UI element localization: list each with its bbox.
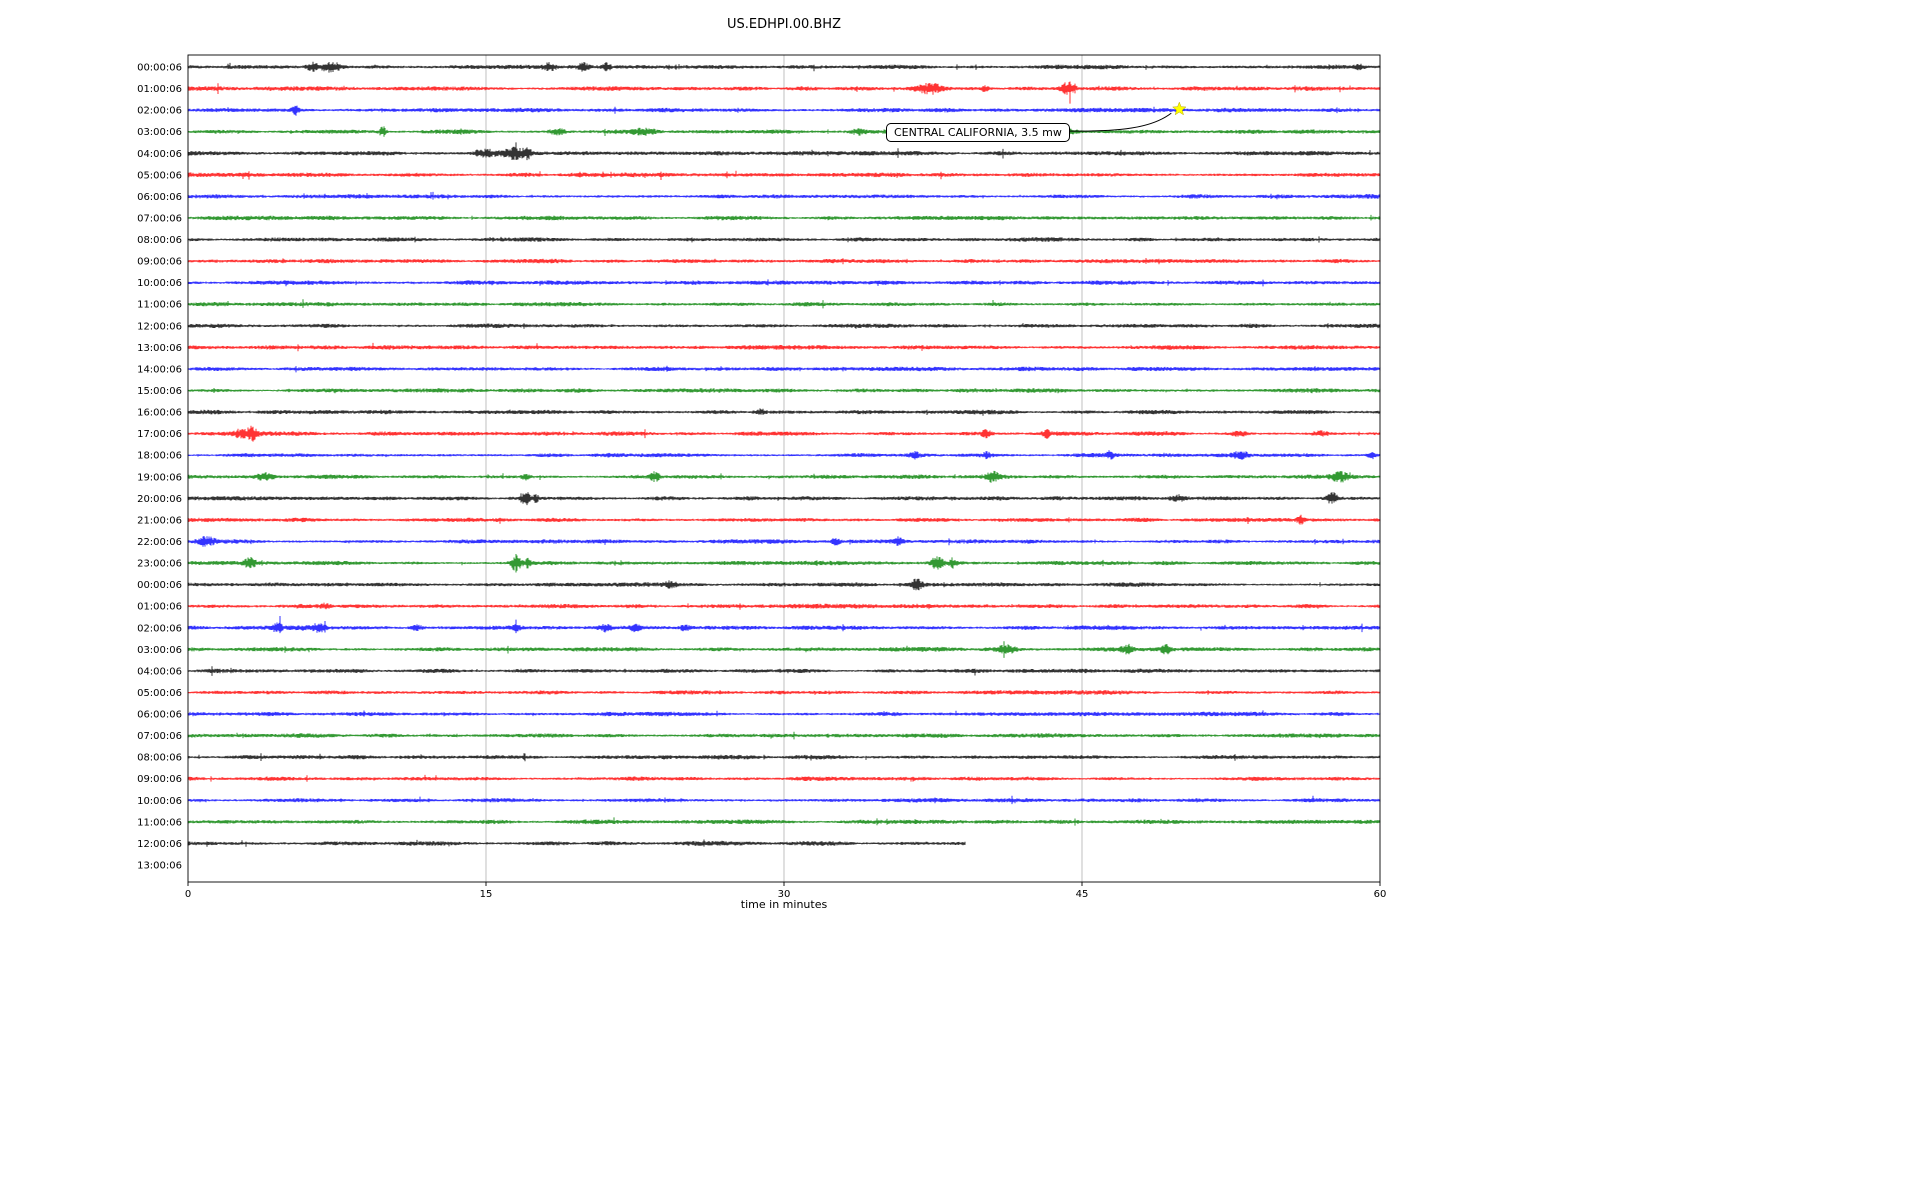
row-time-label: 00:00:06	[137, 63, 182, 74]
row-time-label: 05:00:06	[137, 170, 182, 181]
trace-row-36	[187, 839, 966, 847]
row-time-label: 16:00:06	[137, 408, 182, 419]
row-time-label: 06:00:06	[137, 192, 182, 203]
row-time-label: 14:00:06	[137, 364, 182, 375]
row-time-label: 19:00:06	[137, 472, 182, 483]
row-time-label: 07:00:06	[137, 214, 182, 225]
row-time-label: 13:00:06	[137, 861, 182, 872]
chart-title: US.EDHPI.00.BHZ	[727, 17, 841, 32]
row-time-label: 23:00:06	[137, 559, 182, 570]
x-axis-label: time in minutes	[740, 898, 828, 911]
row-time-label: 04:00:06	[137, 666, 182, 677]
row-time-label: 18:00:06	[137, 451, 182, 462]
x-tick-label: 45	[1076, 889, 1089, 900]
row-time-label: 03:00:06	[137, 645, 182, 656]
row-time-label: 09:00:06	[137, 257, 182, 268]
row-time-label: 20:00:06	[137, 494, 182, 505]
x-tick-label: 0	[185, 889, 191, 900]
row-time-label: 01:00:06	[137, 84, 182, 95]
event-annotation-box: CENTRAL CALIFORNIA, 3.5 mw	[886, 123, 1070, 142]
row-time-label: 01:00:06	[137, 602, 182, 613]
row-time-label: 11:00:06	[137, 300, 182, 311]
row-time-label: 12:00:06	[137, 839, 182, 850]
row-time-label: 22:00:06	[137, 537, 182, 548]
row-time-label: 15:00:06	[137, 386, 182, 397]
row-time-label: 08:00:06	[137, 235, 182, 246]
row-time-label: 03:00:06	[137, 127, 182, 138]
row-time-label: 07:00:06	[137, 731, 182, 742]
row-time-label: 06:00:06	[137, 710, 182, 721]
row-time-label: 09:00:06	[137, 774, 182, 785]
x-tick-label: 60	[1374, 889, 1387, 900]
row-time-label: 02:00:06	[137, 106, 182, 117]
row-time-label: 11:00:06	[137, 817, 182, 828]
event-annotation-text: CENTRAL CALIFORNIA, 3.5 mw	[894, 126, 1062, 139]
row-time-label: 12:00:06	[137, 321, 182, 332]
row-time-label: 00:00:06	[137, 580, 182, 591]
event-star-marker	[1172, 101, 1187, 116]
row-time-label: 17:00:06	[137, 429, 182, 440]
row-time-label: 21:00:06	[137, 515, 182, 526]
row-time-label: 10:00:06	[137, 796, 182, 807]
x-tick-label: 15	[480, 889, 493, 900]
row-time-label: 02:00:06	[137, 623, 182, 634]
x-tick-label: 30	[778, 889, 791, 900]
annotation-arrow	[1064, 112, 1172, 132]
row-time-label: 05:00:06	[137, 688, 182, 699]
row-time-label: 10:00:06	[137, 278, 182, 289]
row-time-label: 08:00:06	[137, 753, 182, 764]
row-time-label: 13:00:06	[137, 343, 182, 354]
row-time-label: 04:00:06	[137, 149, 182, 160]
